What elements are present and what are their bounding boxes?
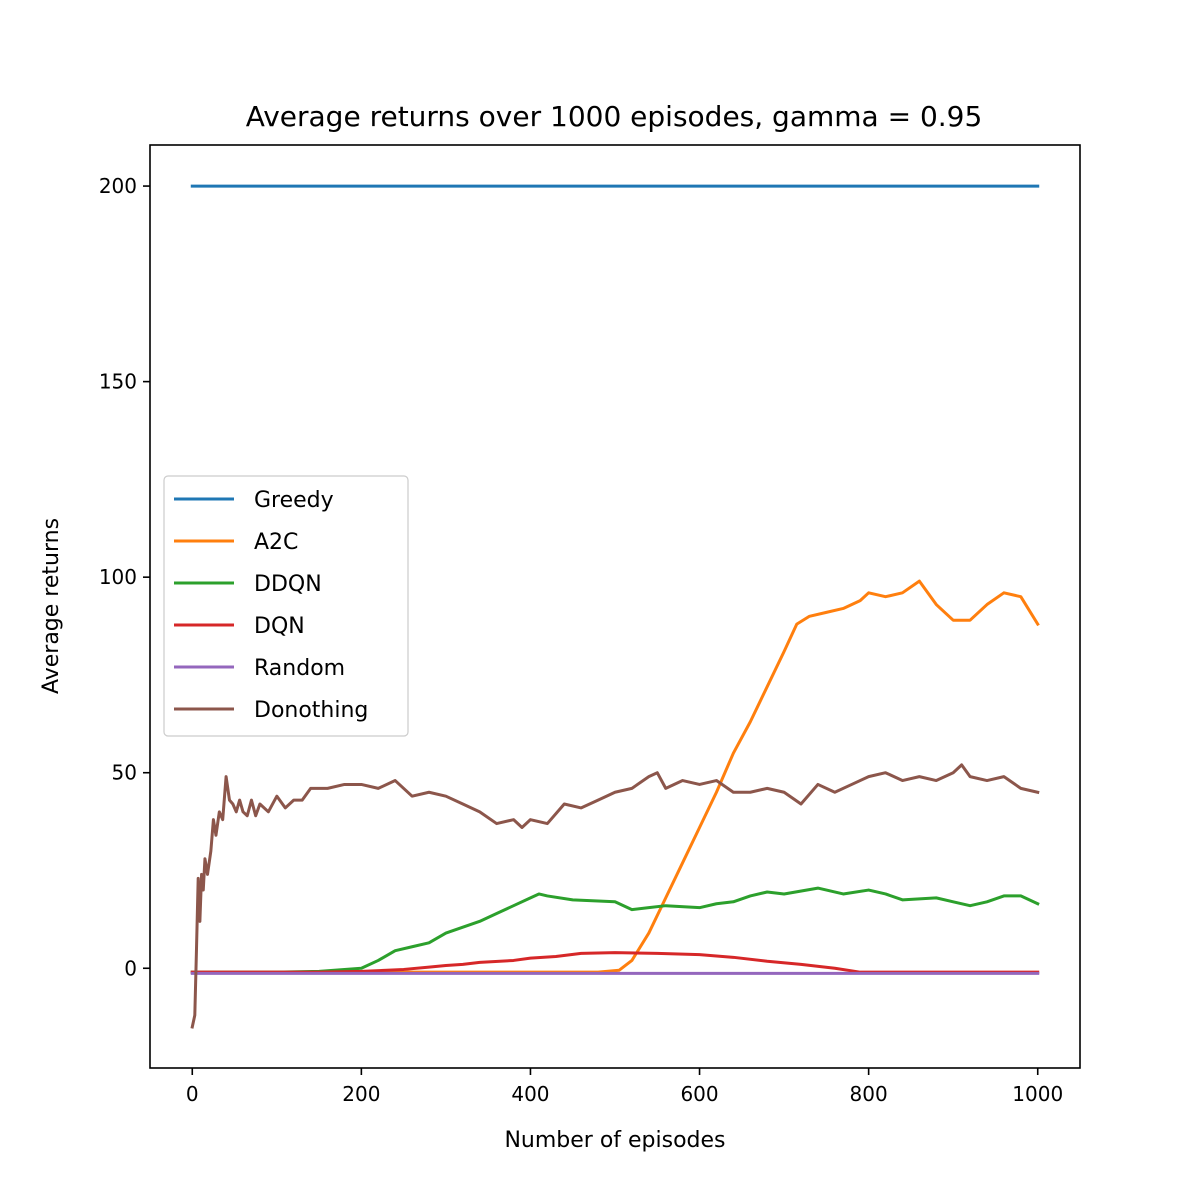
y-axis: 0 50 100 150 200: [99, 174, 150, 980]
x-axis: 0 200 400 600 800 1000: [186, 1068, 1063, 1106]
legend-label-ddqn: DDQN: [254, 572, 322, 597]
y-tick-label: 200: [99, 174, 137, 198]
legend-label-donothing: Donothing: [254, 698, 368, 723]
legend-label-a2c: A2C: [254, 530, 298, 555]
y-tick-label: 150: [99, 370, 137, 394]
legend-label-greedy: Greedy: [254, 488, 334, 513]
y-tick-label: 50: [112, 761, 137, 785]
legend-label-random: Random: [254, 656, 345, 681]
series-line-a2c: [190, 579, 1040, 974]
y-axis-title: Average returns: [39, 518, 64, 694]
series-layer: [190, 184, 1040, 1029]
series-line-ddqn: [190, 886, 1040, 974]
legend-label-dqn: DQN: [254, 614, 305, 639]
y-tick-label: 0: [124, 956, 137, 980]
legend-box: [163, 475, 409, 737]
plot-area-frame: [149, 144, 1081, 1069]
legend: Greedy A2C DDQN DQN Random Donothing: [163, 475, 409, 737]
x-tick-label: 0: [186, 1082, 199, 1106]
series-line-donothing: [190, 763, 1040, 1029]
x-tick-label: 800: [850, 1082, 888, 1106]
y-tick-label: 100: [99, 565, 137, 589]
x-axis-title: Number of episodes: [504, 1128, 725, 1153]
series-line-dqn: [190, 951, 1040, 974]
x-tick-label: 200: [342, 1082, 380, 1106]
x-tick-label: 600: [680, 1082, 718, 1106]
x-tick-label: 1000: [1012, 1082, 1063, 1106]
chart-title: Average returns over 1000 episodes, gamm…: [246, 100, 983, 133]
x-tick-label: 400: [511, 1082, 549, 1106]
